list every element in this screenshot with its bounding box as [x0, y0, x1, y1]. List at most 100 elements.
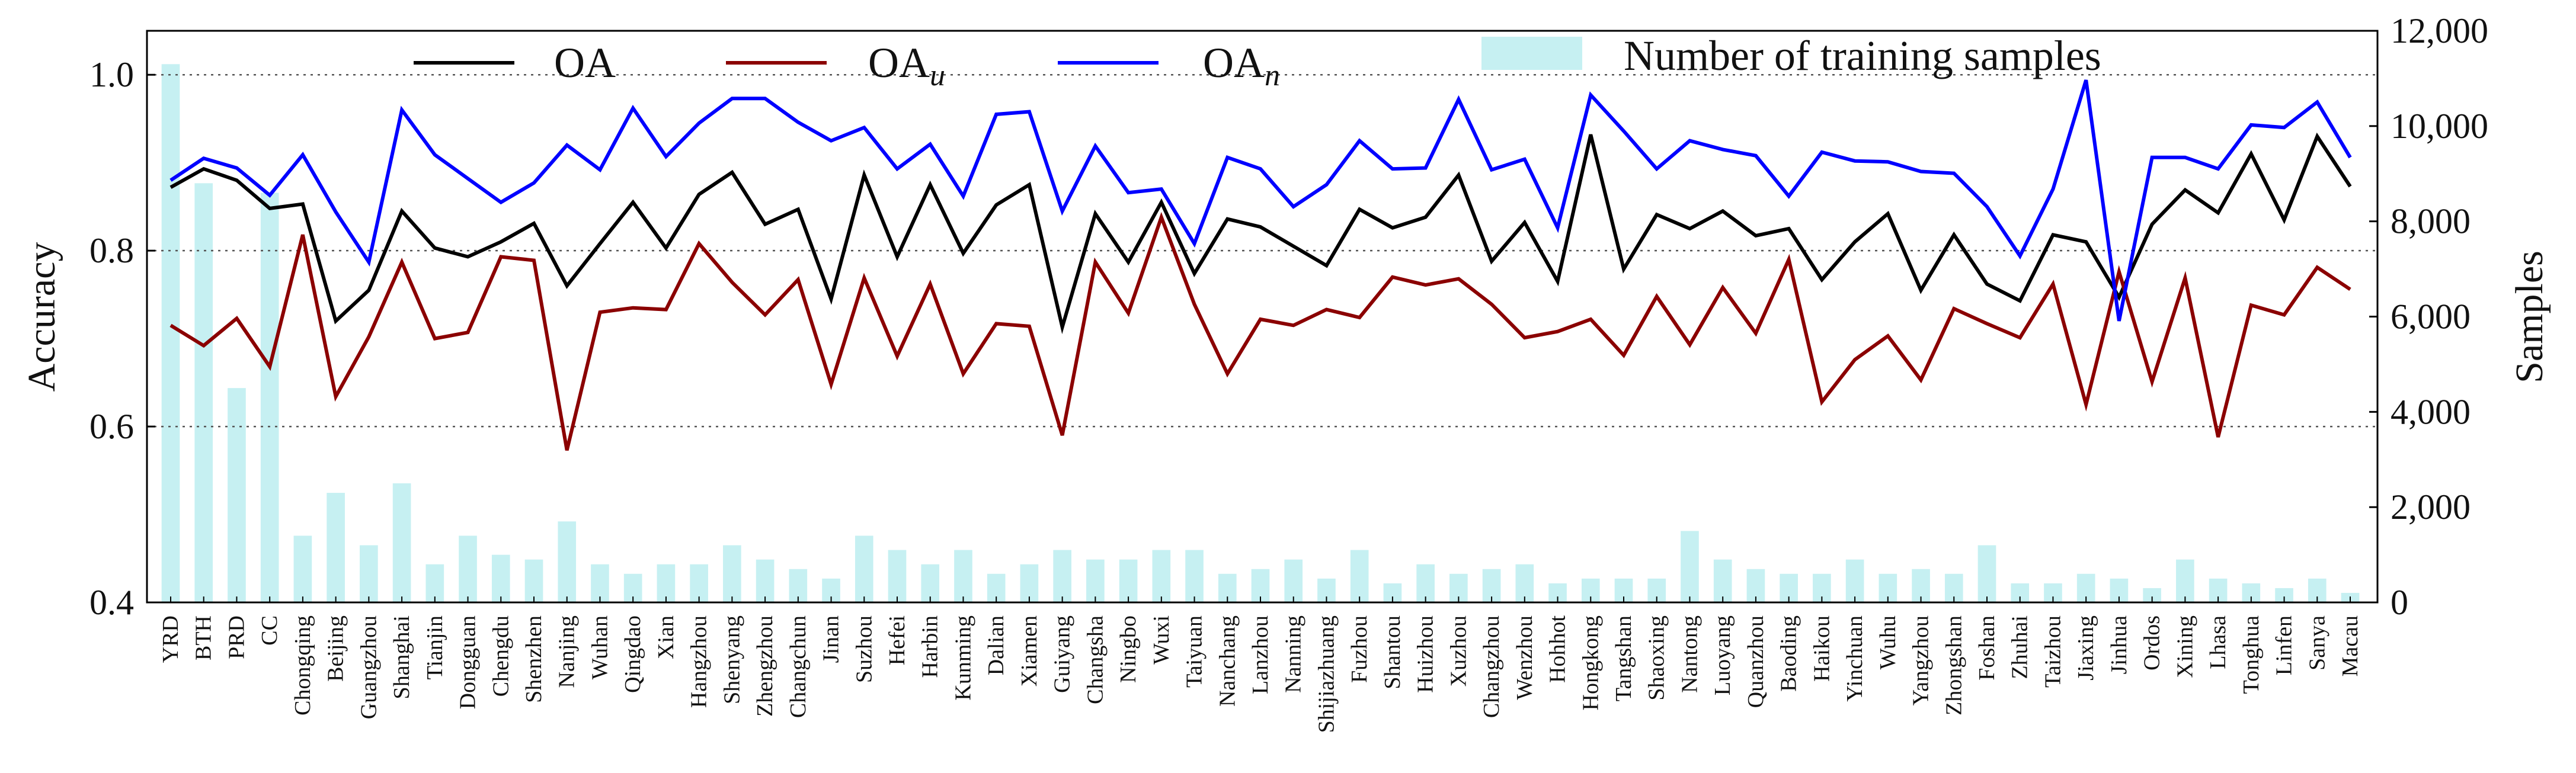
axes-layer: [146, 30, 2379, 604]
sample-bar-huizhou: [1416, 564, 1435, 602]
category-label-sanya: Sanya: [2305, 615, 2329, 671]
category-label-changchun: Changchun: [786, 615, 811, 718]
category-label-guangzhou: Guangzhou: [356, 615, 381, 719]
category-label-shanghai: Shanghai: [389, 615, 414, 699]
category-label-xuzhou: Xuzhou: [1446, 615, 1471, 687]
category-label-shantou: Shantou: [1380, 615, 1405, 689]
y2-tick-label: 10,000: [2391, 107, 2488, 146]
series-line-oan: [169, 79, 2352, 322]
sample-bar-shenyang: [723, 545, 741, 602]
y-axis-title: Accuracy: [20, 242, 63, 392]
category-label-bth: BTH: [191, 615, 216, 660]
sample-bar-nanning: [1284, 559, 1303, 602]
category-label-cc: CC: [257, 615, 282, 646]
sample-bar-guiyang: [1053, 550, 1071, 602]
category-label-hohhot: Hohhot: [1545, 615, 1570, 683]
legend-label-oan: OAn: [1203, 39, 1280, 92]
category-label-harbin: Harbin: [918, 615, 943, 678]
y-tick-label: 0.8: [89, 231, 134, 270]
category-label-hefei: Hefei: [885, 615, 910, 665]
category-label-yangzhou: Yangzhou: [1909, 615, 1934, 705]
category-label-lanzhou: Lanzhou: [1248, 615, 1273, 694]
category-label-huizhou: Huizhou: [1413, 615, 1438, 693]
category-label-luoyang: Luoyang: [1710, 615, 1735, 695]
category-label-chongqing: Chongqing: [290, 615, 315, 716]
category-label-macau: Macau: [2338, 615, 2363, 676]
y2-tick-label: 12,000: [2391, 11, 2488, 50]
sample-bar-chengdu: [491, 554, 510, 602]
category-label-wenzhou: Wenzhou: [1512, 615, 1537, 700]
category-label-taiyuan: Taiyuan: [1182, 615, 1207, 688]
y2-tick-label: 8,000: [2391, 202, 2471, 241]
legend-label-oa: OA: [554, 39, 616, 86]
sample-bar-suzhou: [855, 535, 873, 602]
sample-bar-wuhan: [591, 564, 609, 602]
category-label-quanzhou: Quanzhou: [1743, 615, 1768, 708]
category-label-nantong: Nantong: [1678, 615, 1703, 693]
sample-bar-beijing: [327, 493, 345, 602]
category-label-xiamen: Xiamen: [1017, 615, 1042, 687]
y-tick-label: 0.6: [89, 407, 134, 446]
series-line-oau: [169, 211, 2351, 451]
category-label-hangzhou: Hangzhou: [687, 615, 712, 708]
category-label-prd: PRD: [225, 615, 249, 659]
y-tick-label: 0.4: [89, 583, 134, 622]
category-label-jiaxing: Jiaxing: [2073, 615, 2098, 681]
category-label-dalian: Dalian: [984, 615, 1009, 675]
legend: OA OAu OAn Number of training samples: [414, 32, 2101, 92]
sample-bar-luoyang: [1713, 559, 1732, 602]
category-label-shenzhen: Shenzhen: [521, 615, 546, 703]
legend-swatch-samples: [1481, 37, 1582, 70]
sample-bar-zhengzhou: [756, 559, 775, 602]
category-label-baoding: Baoding: [1777, 615, 1801, 692]
sample-bar-ningbo: [1119, 559, 1138, 602]
sample-bar-guangzhou: [360, 545, 378, 602]
category-label-dongguan: Dongguan: [456, 615, 481, 709]
category-label-beijing: Beijing: [324, 615, 348, 682]
sample-bar-chongqing: [293, 535, 312, 602]
category-label-lhasa: Lhasa: [2206, 615, 2231, 669]
sample-bar-harbin: [921, 564, 940, 602]
category-label-nanjing: Nanjing: [555, 615, 580, 688]
sample-bar-xiamen: [1020, 564, 1039, 602]
sample-bar-tianjin: [425, 564, 444, 602]
y2-tick-label: 2,000: [2391, 487, 2471, 527]
category-label-xining: Xining: [2172, 615, 2197, 678]
sample-bar-kunming: [954, 550, 972, 602]
sample-bar-bth: [194, 183, 213, 602]
bars-layer: [161, 64, 2360, 603]
category-label-yinchuan: Yinchuan: [1842, 615, 1867, 702]
sample-bar-changsha: [1086, 559, 1105, 602]
sample-bar-cc: [260, 193, 279, 603]
category-label-haikou: Haikou: [1809, 615, 1834, 682]
category-label-shijiazhuang: Shijiazhuang: [1314, 615, 1339, 733]
category-label-changsha: Changsha: [1083, 615, 1108, 704]
sample-bar-nanjing: [558, 521, 577, 602]
category-labels: YRD BTH PRD CC Chongqing Beijing Guangzhou Shan…: [158, 596, 2363, 733]
category-label-wuxi: Wuxi: [1149, 615, 1174, 665]
lines-layer: [169, 79, 2352, 451]
legend-label-oau: OAu: [868, 39, 945, 92]
category-label-nanning: Nanning: [1281, 615, 1306, 693]
category-label-hongkong: Hongkong: [1578, 615, 1603, 710]
category-label-ningbo: Ningbo: [1116, 615, 1141, 683]
series-line-oa: [169, 132, 2352, 335]
sample-bar-foshan: [1977, 545, 1996, 602]
category-label-chengdu: Chengdu: [488, 615, 513, 697]
sample-bar-dongguan: [459, 535, 477, 602]
category-label-zhuhai: Zhuhai: [2008, 615, 2033, 679]
y-tick-label: 1.0: [89, 55, 134, 94]
sample-bar-fuzhou: [1350, 550, 1369, 602]
category-label-foshan: Foshan: [1975, 615, 1999, 681]
sample-bar-shanghai: [392, 483, 411, 602]
category-label-jinan: Jinan: [819, 615, 844, 663]
sample-bar-yrd: [161, 64, 180, 602]
category-label-linfen: Linfen: [2272, 615, 2297, 675]
y2-tick-label: 0: [2391, 583, 2408, 622]
category-label-qingdao: Qingdao: [620, 615, 645, 693]
sample-bar-taiyuan: [1185, 550, 1204, 602]
category-label-taizhou: Taizhou: [2041, 615, 2066, 688]
sample-bar-hangzhou: [690, 564, 708, 602]
y2-tick-label: 6,000: [2391, 297, 2471, 336]
